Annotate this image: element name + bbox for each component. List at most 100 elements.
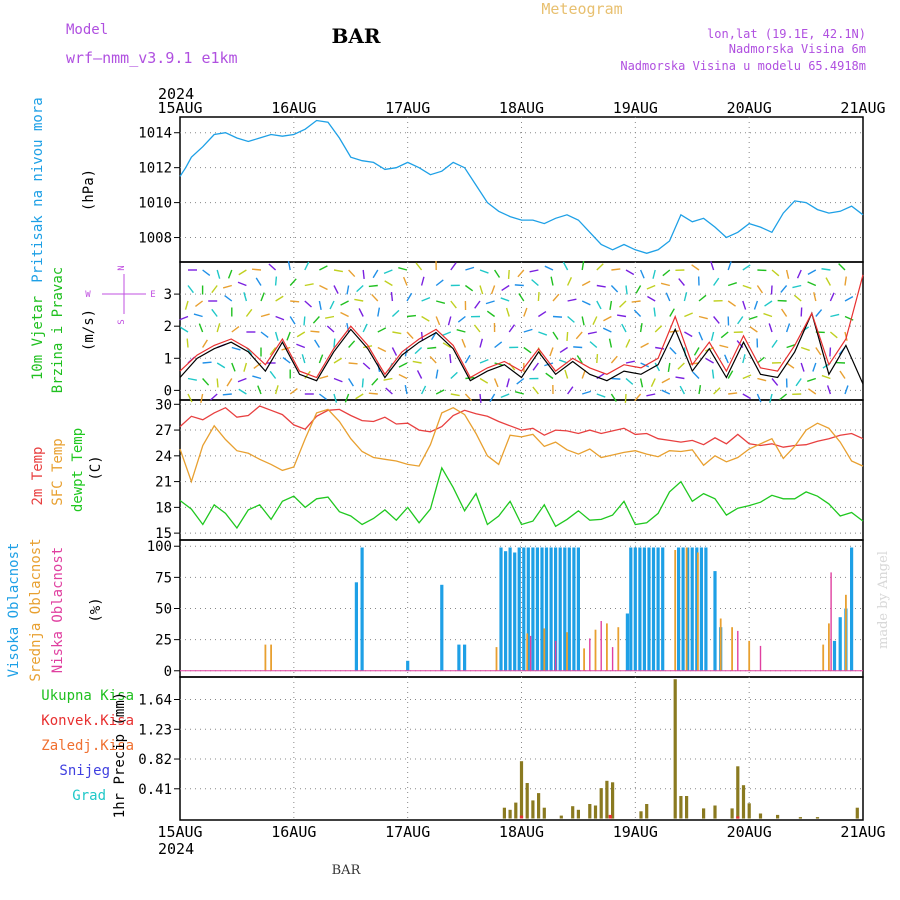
- wind-arrow: [398, 266, 408, 271]
- wind-arrow: [494, 341, 503, 349]
- ukupna-kisa-bar: [645, 804, 649, 819]
- ukupna-kisa-bar: [673, 679, 677, 819]
- wind-arrow: [573, 346, 583, 349]
- wind-arrow: [596, 393, 606, 398]
- niska-oblacnost-bar: [830, 572, 832, 671]
- wind-arrow: [385, 387, 393, 395]
- visoka-oblacnost-bar: [572, 547, 576, 671]
- wind-arrow: [792, 284, 802, 289]
- wind-arrow: [742, 284, 752, 290]
- wind-arrow: [404, 385, 408, 395]
- visoka-oblacnost-bar: [681, 547, 685, 671]
- visoka-oblacnost-bar: [695, 547, 699, 671]
- wind-arrow: [474, 300, 481, 309]
- visoka-oblacnost-bar: [535, 547, 539, 671]
- wind-arrow: [807, 281, 817, 287]
- wind-arrow: [416, 370, 423, 379]
- wind-arrow: [372, 269, 379, 279]
- wind-arrow: [500, 393, 510, 399]
- wind-arrow: [662, 269, 671, 277]
- wind-arrow: [647, 295, 656, 302]
- y-tick-label: 1012: [138, 161, 172, 177]
- wind-arrow: [691, 264, 700, 271]
- wind-arrow: [245, 308, 253, 317]
- wind-arrow: [354, 298, 364, 302]
- wind-arrow: [361, 378, 364, 388]
- srednja-oblacnost-bar: [594, 629, 597, 671]
- ukupna-kisa-bar: [559, 815, 563, 819]
- wind-arrow: [748, 315, 758, 320]
- wind-arrow: [414, 346, 423, 355]
- wind-arrow: [710, 331, 715, 341]
- wind-arrow: [587, 331, 597, 335]
- wind-arrow: [529, 269, 539, 273]
- wind-arrow: [625, 360, 635, 364]
- y-tick-label: 15: [155, 526, 172, 542]
- ukupna-kisa-bar: [514, 802, 518, 819]
- top-tick-label: 16AUG: [271, 99, 316, 117]
- wind-arrow: [237, 377, 247, 383]
- wind-arrow: [450, 393, 460, 397]
- visoka-oblacnost-bar: [554, 547, 558, 671]
- wind-arrow: [186, 338, 189, 348]
- wind-arrow: [346, 285, 350, 295]
- wind-arrow: [621, 323, 627, 333]
- wind-arrow: [243, 362, 248, 372]
- legend-snow: Snijeg: [59, 763, 110, 779]
- wind-arrow: [678, 278, 685, 286]
- wind-arrow: [552, 315, 563, 318]
- precip-unit: 1hr Precip (mm): [112, 692, 128, 818]
- wind-arrow: [187, 377, 197, 381]
- srednja-oblacnost-bar: [685, 547, 688, 671]
- wind-arrow: [581, 280, 591, 287]
- cloud-unit: (%): [88, 597, 104, 622]
- wind-arrow: [581, 369, 586, 379]
- wind-arrow: [237, 281, 247, 287]
- wind-arrow: [333, 269, 343, 273]
- legend-total-rain: Ukupna Kisa: [41, 688, 134, 704]
- wind-arrow: [238, 388, 247, 395]
- wind-arrow: [269, 347, 277, 356]
- wind-arrow: [813, 292, 817, 302]
- wind-arrow: [653, 307, 656, 317]
- wind-arrow: [669, 308, 675, 317]
- visoka-oblacnost-bar: [549, 547, 553, 671]
- ukupna-kisa-bar: [798, 817, 802, 819]
- wind-arrow: [479, 285, 484, 295]
- visoka-oblacnost-bar: [406, 660, 410, 671]
- wind-arrow: [362, 323, 368, 333]
- wind-arrow: [464, 393, 473, 402]
- wind-arrow: [421, 315, 430, 322]
- wind-arrow: [216, 323, 221, 333]
- wind-arrow: [450, 262, 457, 271]
- wind-arrow: [275, 315, 285, 321]
- wind-arrow: [333, 393, 338, 403]
- wind-arrow: [447, 316, 452, 326]
- wind-arrow: [654, 325, 663, 333]
- wind-arrow: [274, 331, 279, 341]
- wind-arrow: [412, 360, 422, 364]
- wind-arrow: [318, 300, 322, 310]
- visoka-oblacnost-bar: [463, 644, 467, 671]
- wind-arrow: [231, 362, 236, 372]
- visoka-oblacnost-bar: [563, 547, 567, 671]
- wind-arrow: [646, 284, 656, 290]
- y-tick-label: 0: [164, 664, 172, 680]
- wind-arrow: [435, 369, 439, 379]
- wind-arrow: [566, 331, 569, 342]
- wind-arrow: [839, 370, 846, 379]
- wind-arrow: [319, 284, 328, 291]
- wind-arrow: [508, 324, 516, 333]
- wind-arrow: [650, 378, 656, 387]
- wind-arrow: [507, 269, 510, 280]
- wind-arrow: [344, 393, 350, 403]
- ukupna-kisa-bar: [758, 813, 763, 819]
- wind-arrow: [625, 269, 635, 276]
- pressure-panel-frame: [179, 116, 864, 263]
- wind-arrow: [282, 357, 291, 364]
- srednja-oblacnost-bar: [264, 644, 267, 671]
- wind-arrow: [531, 279, 539, 287]
- wind-arrow: [581, 316, 585, 326]
- wind-arrow: [826, 385, 832, 395]
